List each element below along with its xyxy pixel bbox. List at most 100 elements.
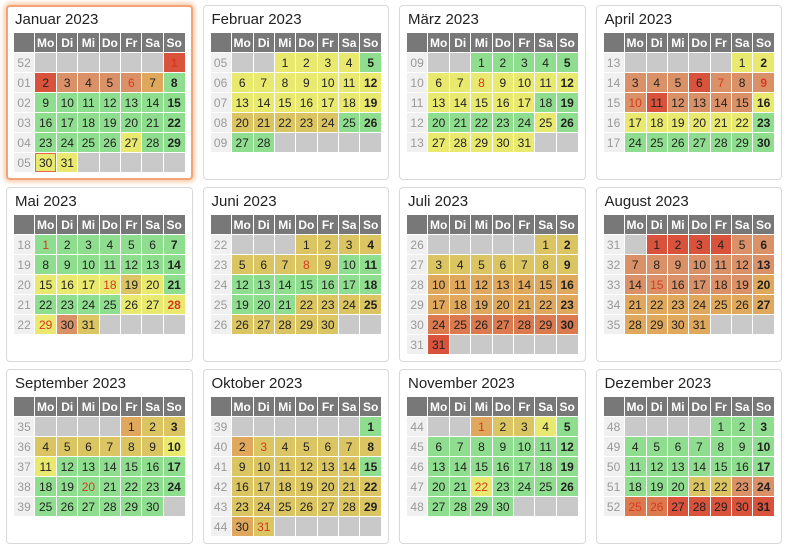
day-cell[interactable]: 30 xyxy=(556,315,578,334)
day-cell[interactable]: 23 xyxy=(142,477,163,496)
day-cell[interactable]: 17 xyxy=(57,113,78,132)
day-cell[interactable]: 20 xyxy=(428,477,450,496)
day-cell[interactable]: 4 xyxy=(78,73,99,92)
day-cell[interactable]: 14 xyxy=(450,457,471,476)
day-cell[interactable]: 30 xyxy=(231,517,253,536)
day-cell[interactable]: 11 xyxy=(99,255,121,274)
day-cell[interactable]: 25 xyxy=(360,295,381,314)
day-cell[interactable]: 9 xyxy=(231,457,253,476)
day-cell[interactable]: 12 xyxy=(121,255,142,274)
day-cell[interactable]: 23 xyxy=(667,295,689,314)
day-cell[interactable]: 4 xyxy=(35,437,57,456)
day-cell[interactable]: 30 xyxy=(142,497,163,516)
day-cell[interactable]: 25 xyxy=(338,113,360,132)
day-cell[interactable]: 24 xyxy=(514,113,535,132)
day-cell[interactable]: 1 xyxy=(471,417,492,436)
day-cell[interactable]: 13 xyxy=(253,275,274,294)
day-cell[interactable]: 31 xyxy=(689,315,710,334)
day-cell[interactable]: 18 xyxy=(35,477,57,496)
day-cell[interactable]: 2 xyxy=(142,417,163,436)
day-cell[interactable]: 27 xyxy=(317,497,338,516)
day-cell[interactable]: 28 xyxy=(253,133,274,152)
day-cell[interactable]: 12 xyxy=(99,93,121,112)
day-cell[interactable]: 8 xyxy=(360,437,381,456)
day-cell[interactable]: 12 xyxy=(231,275,253,294)
day-cell[interactable]: 8 xyxy=(731,73,753,92)
day-cell[interactable]: 30 xyxy=(35,153,57,172)
day-cell[interactable]: 15 xyxy=(731,93,753,112)
day-cell[interactable]: 19 xyxy=(121,275,142,294)
day-cell[interactable]: 27 xyxy=(667,497,689,516)
day-cell[interactable]: 6 xyxy=(253,255,274,274)
day-cell[interactable]: 28 xyxy=(710,133,731,152)
day-cell[interactable]: 1 xyxy=(163,53,185,72)
day-cell[interactable]: 16 xyxy=(492,457,514,476)
day-cell[interactable]: 2 xyxy=(556,235,578,254)
day-cell[interactable]: 2 xyxy=(35,73,57,92)
day-cell[interactable]: 30 xyxy=(57,315,78,334)
day-cell[interactable]: 31 xyxy=(753,497,774,516)
day-cell[interactable]: 10 xyxy=(514,73,535,92)
day-cell[interactable]: 18 xyxy=(274,477,296,496)
day-cell[interactable]: 6 xyxy=(667,437,689,456)
day-cell[interactable]: 20 xyxy=(317,477,338,496)
day-cell[interactable]: 25 xyxy=(624,497,646,516)
day-cell[interactable]: 4 xyxy=(535,417,556,436)
day-cell[interactable]: 26 xyxy=(121,295,142,314)
day-cell[interactable]: 10 xyxy=(78,255,99,274)
day-cell[interactable]: 8 xyxy=(646,255,667,274)
day-cell[interactable]: 19 xyxy=(667,113,689,132)
day-cell[interactable]: 6 xyxy=(317,437,338,456)
day-cell[interactable]: 26 xyxy=(296,497,317,516)
day-cell[interactable]: 10 xyxy=(317,73,338,92)
day-cell[interactable]: 21 xyxy=(624,295,646,314)
day-cell[interactable]: 26 xyxy=(360,113,381,132)
day-cell[interactable]: 9 xyxy=(142,437,163,456)
day-cell[interactable]: 26 xyxy=(646,497,667,516)
day-cell[interactable]: 23 xyxy=(731,477,753,496)
day-cell[interactable]: 15 xyxy=(163,93,185,112)
day-cell[interactable]: 29 xyxy=(121,497,142,516)
day-cell[interactable]: 25 xyxy=(710,295,731,314)
day-cell[interactable]: 22 xyxy=(296,295,317,314)
day-cell[interactable]: 13 xyxy=(231,93,253,112)
day-cell[interactable]: 13 xyxy=(78,457,99,476)
day-cell[interactable]: 31 xyxy=(253,517,274,536)
day-cell[interactable]: 4 xyxy=(646,73,667,92)
day-cell[interactable]: 27 xyxy=(231,133,253,152)
day-cell[interactable]: 15 xyxy=(471,93,492,112)
day-cell[interactable]: 3 xyxy=(338,235,360,254)
day-cell[interactable]: 9 xyxy=(57,255,78,274)
day-cell[interactable]: 25 xyxy=(535,113,556,132)
day-cell[interactable]: 1 xyxy=(646,235,667,254)
day-cell[interactable]: 2 xyxy=(231,437,253,456)
day-cell[interactable]: 6 xyxy=(689,73,710,92)
day-cell[interactable]: 22 xyxy=(471,113,492,132)
day-cell[interactable]: 12 xyxy=(556,437,578,456)
day-cell[interactable]: 6 xyxy=(428,73,450,92)
day-cell[interactable]: 8 xyxy=(121,437,142,456)
day-cell[interactable]: 7 xyxy=(624,255,646,274)
day-cell[interactable]: 16 xyxy=(317,275,338,294)
day-cell[interactable]: 25 xyxy=(450,315,471,334)
day-cell[interactable]: 6 xyxy=(428,437,450,456)
day-cell[interactable]: 11 xyxy=(624,457,646,476)
day-cell[interactable]: 4 xyxy=(450,255,471,274)
day-cell[interactable]: 22 xyxy=(731,113,753,132)
day-cell[interactable]: 2 xyxy=(492,417,514,436)
day-cell[interactable]: 3 xyxy=(624,73,646,92)
day-cell[interactable]: 14 xyxy=(163,255,185,274)
day-cell[interactable]: 8 xyxy=(296,255,317,274)
day-cell[interactable]: 14 xyxy=(710,93,731,112)
day-cell[interactable]: 20 xyxy=(121,113,142,132)
day-cell[interactable]: 11 xyxy=(535,437,556,456)
day-cell[interactable]: 13 xyxy=(492,275,514,294)
day-cell[interactable]: 13 xyxy=(317,457,338,476)
day-cell[interactable]: 28 xyxy=(450,133,471,152)
day-cell[interactable]: 9 xyxy=(753,73,774,92)
day-cell[interactable]: 20 xyxy=(753,275,774,294)
day-cell[interactable]: 7 xyxy=(338,437,360,456)
day-cell[interactable]: 10 xyxy=(428,275,450,294)
day-cell[interactable]: 4 xyxy=(710,235,731,254)
day-cell[interactable]: 7 xyxy=(710,73,731,92)
